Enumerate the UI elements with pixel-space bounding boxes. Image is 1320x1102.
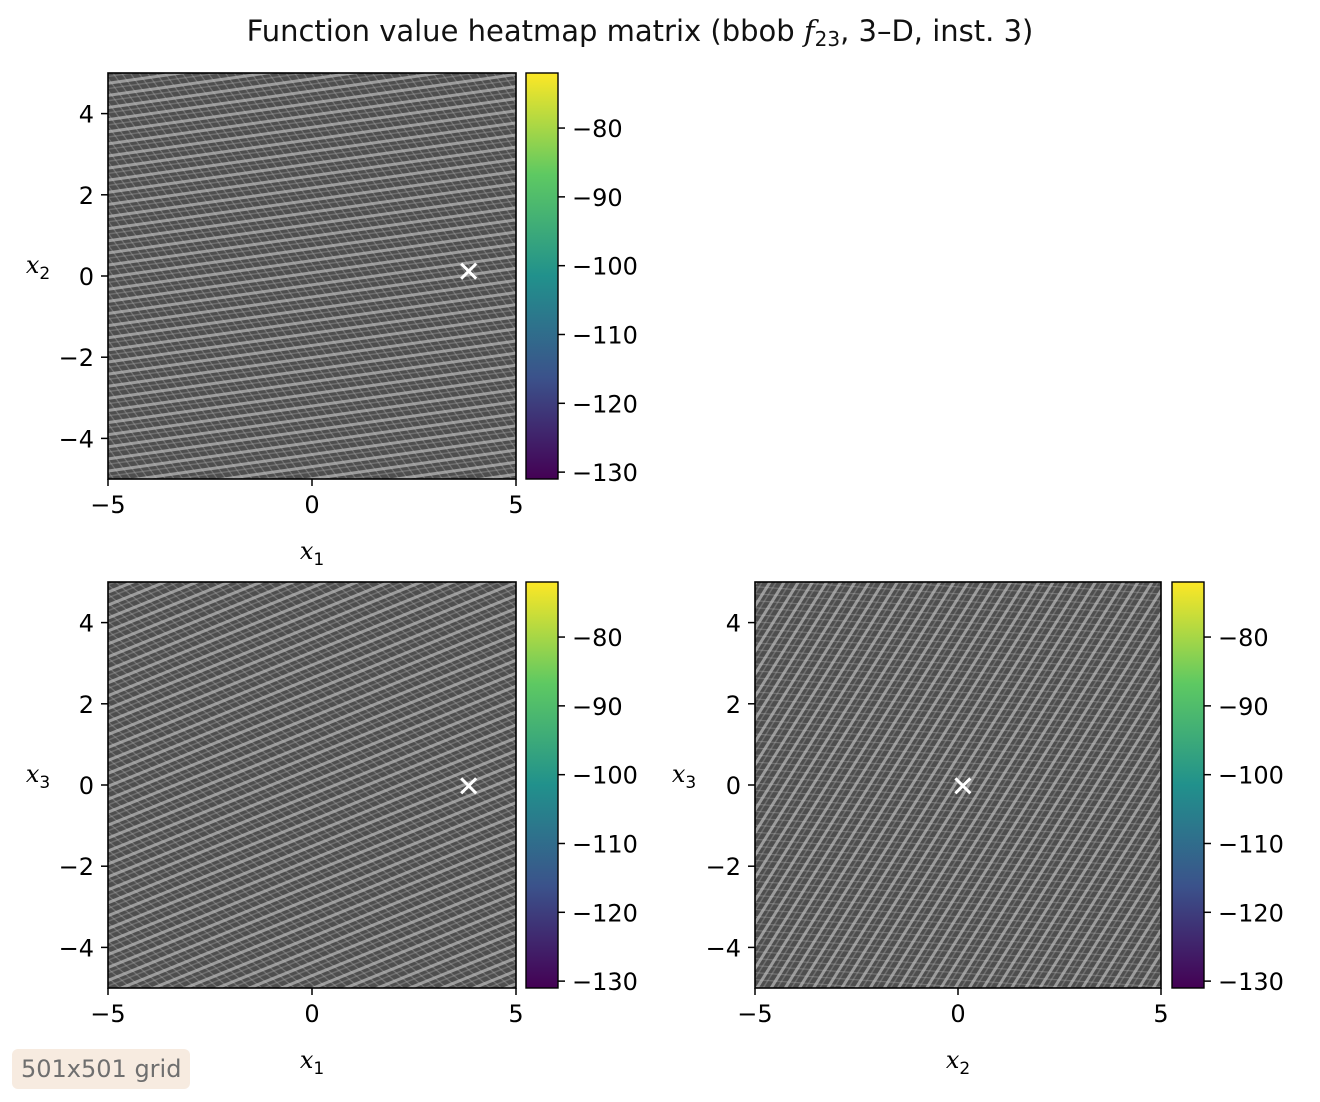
x-tick-label: −5 — [737, 1000, 772, 1028]
colorbar: −80 −90 −100 −110 −120 −130 — [525, 72, 638, 487]
colorbar-gradient — [1171, 581, 1205, 989]
y-tick-label: −2 — [706, 853, 741, 881]
y-axis-label: x3 — [26, 760, 50, 793]
x-tick-label: 5 — [508, 491, 523, 519]
optimum-marker-stroke — [460, 777, 478, 795]
x-axis-label: x1 — [300, 537, 324, 570]
colorbar-gradient — [525, 72, 559, 480]
y-tick-label: −2 — [59, 853, 94, 881]
colorbar-tick-label: −80 — [572, 115, 623, 143]
colorbar: −80 −90 −100 −110 −120 −130 — [525, 581, 638, 996]
optimum-marker — [954, 777, 972, 795]
title-text-before: Function value heatmap matrix (bbob — [246, 14, 804, 48]
grid-size-badge: 501x501 grid — [12, 1049, 191, 1089]
colorbar-tick-label: −100 — [572, 762, 638, 790]
colorbar-tick-label: −100 — [1218, 762, 1284, 790]
colorbar-tick-label: −120 — [572, 899, 638, 927]
optimum-marker — [460, 262, 478, 280]
y-axis-label: x2 — [26, 251, 50, 284]
x-axis-label: x1 — [300, 1046, 324, 1079]
x-tick-label: 5 — [508, 1000, 523, 1028]
y-tick-label: −4 — [59, 934, 94, 962]
colorbar-tick-label: −130 — [572, 968, 638, 996]
colorbar-gradient — [525, 581, 559, 989]
optimum-marker-stroke — [954, 777, 972, 795]
y-tick-label: −2 — [59, 344, 94, 372]
heatmap-panel-1: −5 0 5 −4 −2 0 2 4 x1 x2 −80 −90 −100 −110 −120 −130 — [26, 72, 638, 570]
colorbar-tick-label: −120 — [572, 390, 638, 418]
title-text-after: , 3–D, inst. 3) — [840, 14, 1034, 48]
colorbar-tick-label: −90 — [572, 693, 623, 721]
heatmap-cross-texture — [108, 582, 516, 988]
title-function-letter: f — [803, 14, 815, 48]
colorbar-tick-label: −120 — [1218, 899, 1284, 927]
colorbar-tick-label: −130 — [1218, 968, 1284, 996]
y-tick-label: 0 — [79, 263, 94, 291]
colorbar-tick-label: −110 — [572, 830, 638, 858]
x-tick-label: 0 — [950, 1000, 965, 1028]
y-tick-label: −4 — [706, 934, 741, 962]
x-tick-label: −5 — [90, 1000, 125, 1028]
x-tick-label: 5 — [1153, 1000, 1168, 1028]
colorbar-tick-label: −110 — [572, 321, 638, 349]
colorbar-tick-label: −100 — [572, 253, 638, 281]
y-tick-label: 4 — [79, 101, 94, 129]
chart-title: Function value heatmap matrix (bbob f23,… — [0, 14, 1280, 51]
x-axis-label: x2 — [946, 1046, 970, 1079]
heatmap-panel-2: −5 0 5 −4 −2 0 2 4 x1 x3 −80 −90 −100 −110 −120 −130 — [26, 581, 638, 1079]
heatmap-cross-texture — [108, 73, 516, 479]
colorbar-tick-label: −90 — [1218, 693, 1269, 721]
y-tick-label: 4 — [79, 610, 94, 638]
x-tick-label: −5 — [90, 491, 125, 519]
y-axis-label: x3 — [672, 760, 696, 793]
x-tick-label: 0 — [304, 1000, 319, 1028]
y-tick-label: 0 — [79, 772, 94, 800]
heatmap-cross-texture — [755, 582, 1161, 988]
y-tick-label: −4 — [59, 425, 94, 453]
optimum-marker-stroke — [460, 262, 478, 280]
optimum-marker — [460, 777, 478, 795]
title-function-subscript: 23 — [814, 27, 841, 51]
y-tick-label: 2 — [726, 691, 741, 719]
y-tick-label: 4 — [726, 610, 741, 638]
colorbar: −80 −90 −100 −110 −120 −130 — [1171, 581, 1284, 996]
colorbar-tick-label: −130 — [572, 459, 638, 487]
x-tick-label: 0 — [304, 491, 319, 519]
colorbar-tick-label: −110 — [1218, 830, 1284, 858]
colorbar-tick-label: −80 — [1218, 624, 1269, 652]
colorbar-tick-label: −90 — [572, 184, 623, 212]
heatmap-panel-3: −5 0 5 −4 −2 0 2 4 x2 x3 −80 −90 −100 −110 −120 −130 — [672, 581, 1284, 1079]
y-tick-label: 2 — [79, 182, 94, 210]
colorbar-tick-label: −80 — [572, 624, 623, 652]
y-tick-label: 2 — [79, 691, 94, 719]
y-tick-label: 0 — [726, 772, 741, 800]
